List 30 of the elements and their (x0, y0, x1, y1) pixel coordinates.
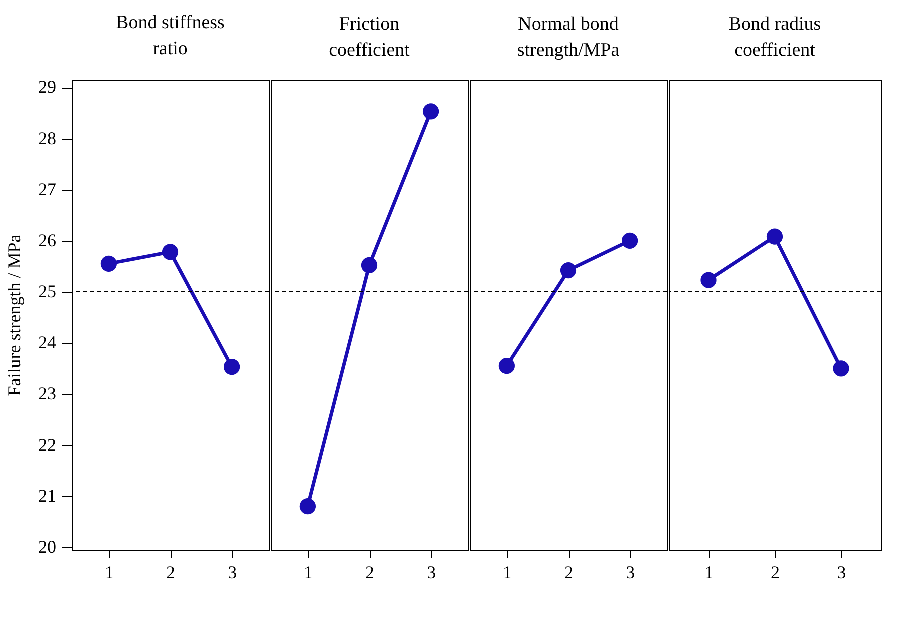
y-tick-label: 25 (38, 282, 56, 302)
point (224, 359, 240, 376)
x-tick-label: 3 (837, 562, 846, 582)
y-tick-label: 28 (38, 128, 56, 148)
chart-title: Bond stiffness ratio (116, 12, 225, 60)
x-tick-label: 1 (502, 562, 512, 582)
x-tick-label: 3 (427, 562, 436, 582)
chart-title: Normal bond strength/MPa (517, 14, 620, 61)
x-tick-label: 1 (104, 562, 114, 582)
x-tick-label: 1 (304, 562, 313, 582)
chart-title: Friction coefficient (329, 14, 411, 61)
y-tick-label: 21 (38, 486, 56, 506)
x-tick-label: 1 (704, 562, 714, 582)
y-tick-label: 22 (38, 434, 56, 455)
y-tick-label: 29 (38, 77, 56, 98)
x-tick-label: 3 (626, 562, 636, 582)
x-tick-label: 2 (771, 562, 780, 582)
x-tick-label: 3 (228, 562, 238, 582)
y-tick-label: 26 (38, 230, 56, 250)
y-tick-label: 24 (38, 332, 56, 353)
point (162, 244, 179, 260)
x-tick-label: 2 (366, 562, 374, 582)
y-axis-title: Failure strength / MPa (4, 234, 24, 396)
x-tick-label: 2 (564, 562, 574, 582)
y-tick-label: 27 (38, 179, 56, 200)
chart-title: Bond radius coefficient (728, 14, 822, 61)
y-tick-label: 20 (38, 536, 56, 557)
point (100, 256, 117, 272)
x-tick-label: 2 (166, 562, 176, 582)
y-tick-label: 23 (38, 384, 56, 404)
